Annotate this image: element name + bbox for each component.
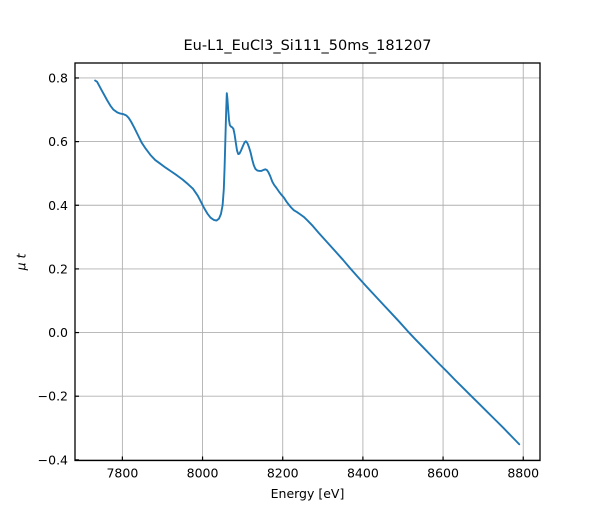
y-tick-label: 0.6 (48, 134, 68, 149)
y-axis-label: μ t (13, 253, 29, 271)
x-tick-label: 8000 (187, 466, 219, 481)
x-tick-label: 8600 (427, 466, 459, 481)
chart-title: Eu-L1_EuCl3_Si111_50ms_181207 (183, 38, 432, 54)
y-tick-label: 0.0 (48, 325, 68, 340)
x-tick-label: 7800 (106, 466, 138, 481)
x-tick-label: 8400 (347, 466, 379, 481)
y-tick-label: −0.2 (38, 389, 68, 404)
y-tick-label: 0.4 (48, 198, 68, 213)
x-axis-label: Energy [eV] (270, 486, 345, 501)
x-tick-label: 8800 (507, 466, 539, 481)
y-tick-label: 0.2 (48, 261, 68, 276)
x-tick-label: 8200 (267, 466, 299, 481)
axes-frame (74, 62, 541, 462)
data-series-line (94, 79, 521, 446)
y-tick-label: 0.8 (48, 70, 68, 85)
y-tick-label: −0.4 (38, 452, 68, 467)
